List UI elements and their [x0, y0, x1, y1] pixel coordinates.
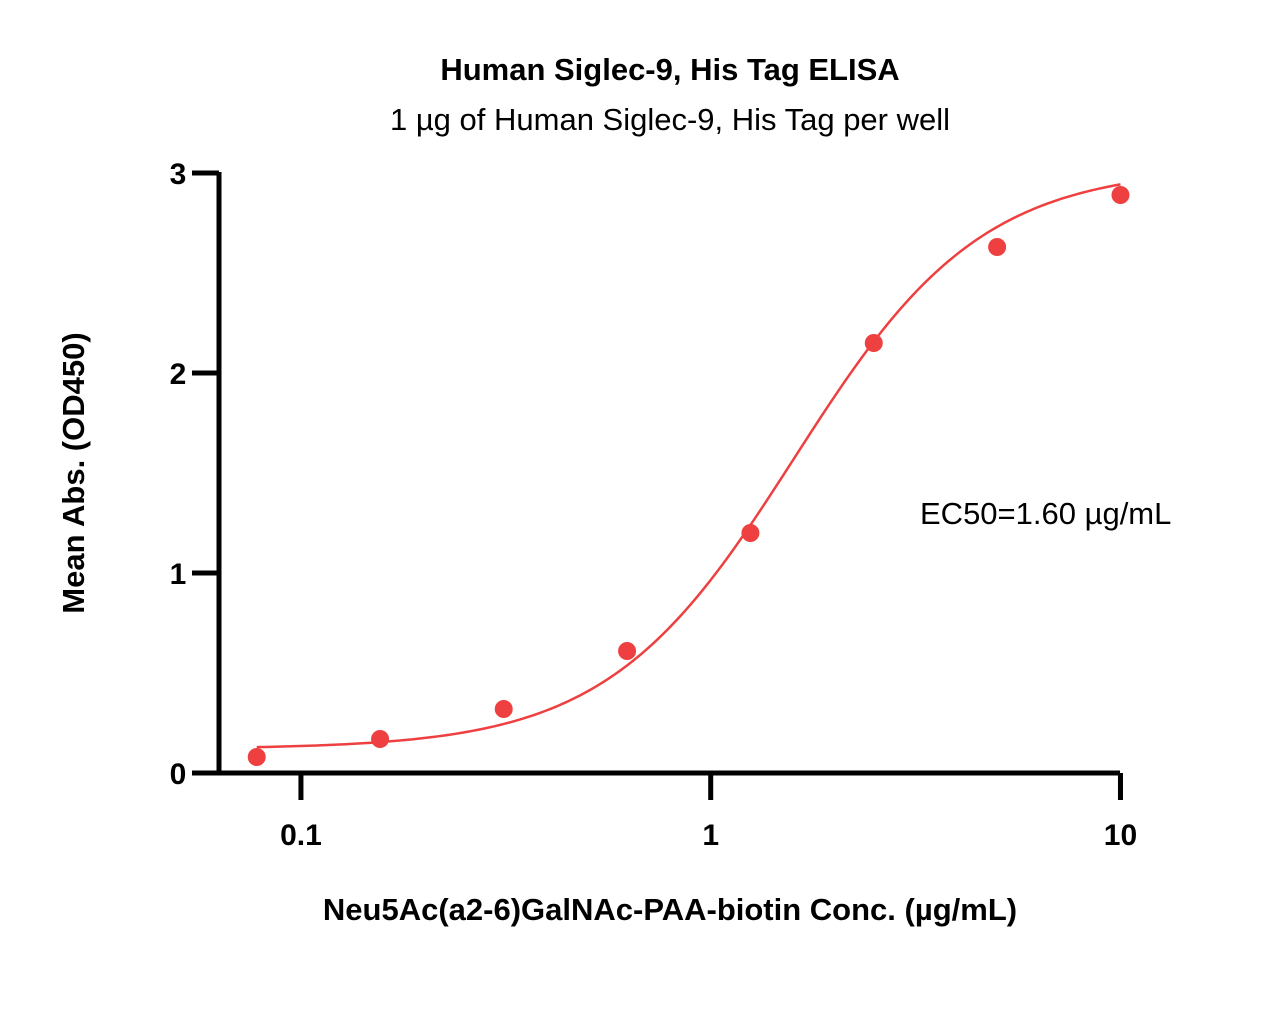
ec50-annotation: EC50=1.60 µg/mL	[920, 496, 1171, 531]
axes	[192, 172, 1120, 776]
y-tick-label: 3	[170, 158, 187, 191]
fit-curve	[256, 183, 1121, 749]
y-axis-label: Mean Abs. (OD450)	[56, 332, 91, 613]
x-axis-label: Neu5Ac(a2-6)GalNAc-PAA-biotin Conc. (µg/…	[323, 892, 1017, 927]
data-point	[988, 238, 1007, 256]
data-point	[247, 748, 266, 766]
x-ticks: 0.1 1 10	[280, 773, 1137, 852]
chart-subtitle: 1 µg of Human Siglec-9, His Tag per well	[390, 102, 950, 137]
data-points	[247, 186, 1130, 766]
data-point	[371, 730, 390, 748]
x-tick-label: 10	[1104, 819, 1137, 852]
y-tick-label: 2	[170, 358, 187, 391]
y-ticks: 0 1 2 3	[170, 158, 219, 791]
data-point	[1111, 186, 1130, 204]
x-tick-label: 1	[702, 819, 719, 852]
y-tick-label: 0	[170, 758, 187, 791]
chart-title: Human Siglec-9, His Tag ELISA	[440, 52, 899, 87]
data-point	[494, 700, 513, 718]
data-point	[741, 524, 760, 542]
x-tick-label: 0.1	[280, 819, 322, 852]
y-tick-label: 1	[170, 558, 187, 591]
data-point	[618, 642, 637, 660]
data-point	[864, 334, 883, 352]
